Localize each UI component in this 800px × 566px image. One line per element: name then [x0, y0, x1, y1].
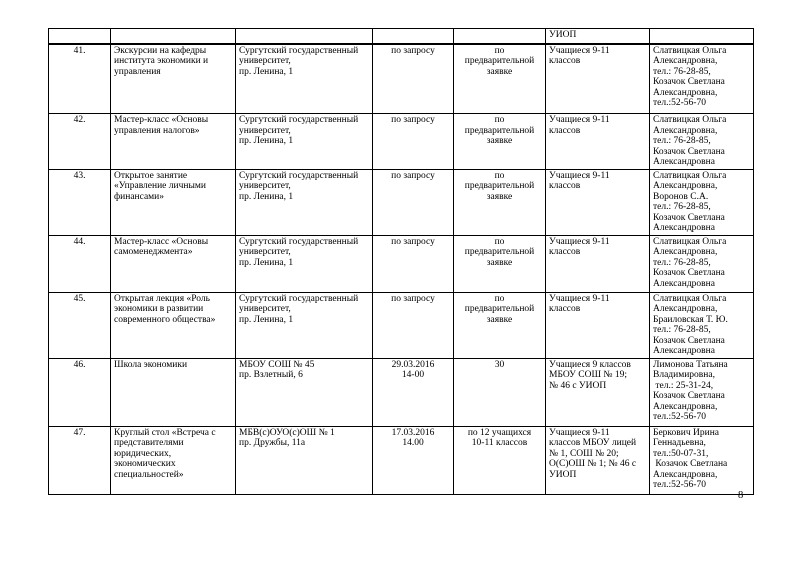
- cell-participants: 30: [453, 357, 546, 427]
- cell-number: 42.: [48, 113, 111, 170]
- cell-participants: по предварительной заявке: [453, 43, 546, 114]
- cell-location: Сургутский государственный университет, …: [235, 168, 373, 236]
- cell-audience: Учащиеся 9 классов МБОУ СОШ № 19; № 46 с…: [545, 357, 650, 427]
- cell-participants: по 12 учащихся 10-11 классов: [453, 425, 546, 495]
- cell-participants: по предварительной заявке: [453, 234, 546, 293]
- cell-number: 46.: [48, 357, 111, 427]
- cell-location: Сургутский государственный университет, …: [235, 291, 373, 359]
- cell-location: МБВ(с)ОУО(с)ОШ № 1 пр. Дружбы, 11а: [235, 425, 373, 495]
- table-row-carryover: УИОП: [48, 28, 754, 45]
- cell-number: 47.: [48, 425, 111, 495]
- cell-datetime: по запросу: [372, 291, 454, 359]
- cell-datetime: [372, 28, 454, 45]
- cell-participants: по предварительной заявке: [453, 113, 546, 170]
- cell-datetime: 29.03.2016 14-00: [372, 357, 454, 427]
- cell-event-name: Мастер-класс «Основы самоменеджмента»: [110, 234, 236, 293]
- table-row: 47. Круглый стол «Встреча с представител…: [48, 425, 754, 495]
- cell-event-name: [110, 28, 236, 45]
- cell-contact: Беркович Ирина Геннадьевна, тел.:50-07-3…: [649, 425, 754, 495]
- cell-datetime: по запросу: [372, 234, 454, 293]
- cell-event-name: Круглый стол «Встреча с представителями …: [110, 425, 236, 495]
- table-row: 43. Открытое занятие «Управление личными…: [48, 168, 754, 236]
- cell-audience: Учащиеся 9-11 классов: [545, 291, 650, 359]
- table-row: 41. Экскурсии на кафедры института эконо…: [48, 43, 754, 114]
- cell-audience: Учащиеся 9-11 классов: [545, 43, 650, 114]
- cell-contact: Слатвицкая Ольга Александровна, Браиловс…: [649, 291, 754, 359]
- cell-number: 41.: [48, 43, 111, 114]
- cell-number: [48, 28, 111, 45]
- page-number: 8: [738, 490, 744, 501]
- cell-contact: [649, 28, 754, 45]
- cell-datetime: по запросу: [372, 168, 454, 236]
- cell-contact: Слатвицкая Ольга Александровна, тел.: 76…: [649, 43, 754, 114]
- table-row: 46. Школа экономики МБОУ СОШ № 45 пр. Вз…: [48, 357, 754, 427]
- cell-number: 45.: [48, 291, 111, 359]
- cell-event-name: Экскурсии на кафедры института экономики…: [110, 43, 236, 114]
- cell-contact: Лимонова Татьяна Владимировна, тел.: 25-…: [649, 357, 754, 427]
- cell-location: МБОУ СОШ № 45 пр. Взлетный, 6: [235, 357, 373, 427]
- cell-contact: Слатвицкая Ольга Александровна, тел.: 76…: [649, 113, 754, 170]
- cell-location: Сургутский государственный университет, …: [235, 113, 373, 170]
- cell-participants: по предварительной заявке: [453, 291, 546, 359]
- cell-event-name: Мастер-класс «Основы управления налогов»: [110, 113, 236, 170]
- cell-event-name: Открытое занятие «Управление личными фин…: [110, 168, 236, 236]
- cell-contact: Слатвицкая Ольга Александровна, Воронов …: [649, 168, 754, 236]
- cell-participants: по предварительной заявке: [453, 168, 546, 236]
- cell-audience: Учащиеся 9-11 классов: [545, 234, 650, 293]
- cell-number: 44.: [48, 234, 111, 293]
- table-row: 42. Мастер-класс «Основы управления нало…: [48, 113, 754, 170]
- cell-datetime: по запросу: [372, 113, 454, 170]
- cell-event-name: Школа экономики: [110, 357, 236, 427]
- cell-contact: Слатвицкая Ольга Александровна, тел.: 76…: [649, 234, 754, 293]
- cell-audience: Учащиеся 9-11 классов: [545, 113, 650, 170]
- cell-location: Сургутский государственный университет, …: [235, 43, 373, 114]
- cell-participants: [453, 28, 546, 45]
- cell-location: Сургутский государственный университет, …: [235, 234, 373, 293]
- cell-event-name: Открытая лекция «Роль экономики в развит…: [110, 291, 236, 359]
- cell-location: [235, 28, 373, 45]
- cell-audience: УИОП: [545, 28, 650, 45]
- cell-datetime: 17.03.2016 14.00: [372, 425, 454, 495]
- cell-datetime: по запросу: [372, 43, 454, 114]
- cell-number: 43.: [48, 168, 111, 236]
- table-row: 45. Открытая лекция «Роль экономики в ра…: [48, 291, 754, 359]
- cell-audience: Учащиеся 9-11 классов: [545, 168, 650, 236]
- table-row: 44. Мастер-класс «Основы самоменеджмента…: [48, 234, 754, 293]
- cell-audience: Учащиеся 9-11 классов МБОУ лицей № 1, СО…: [545, 425, 650, 495]
- events-schedule-table: УИОП 41. Экскурсии на кафедры института …: [48, 28, 754, 495]
